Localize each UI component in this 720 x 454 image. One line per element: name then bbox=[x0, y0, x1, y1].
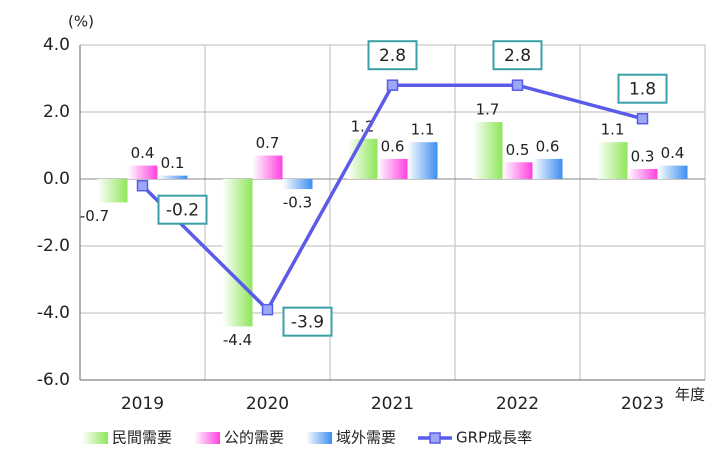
bar bbox=[127, 165, 158, 179]
bar bbox=[407, 142, 438, 179]
line-marker bbox=[136, 179, 149, 192]
bar bbox=[282, 179, 313, 190]
bar bbox=[157, 175, 188, 179]
y-tick-label: -6.0 bbox=[37, 370, 70, 390]
y-tick-label: -2.0 bbox=[37, 236, 70, 256]
bar-value-label: 0.6 bbox=[536, 137, 560, 155]
bar bbox=[597, 142, 628, 179]
bar bbox=[222, 179, 253, 327]
x-tick-label: 2019 bbox=[121, 394, 164, 414]
legend-label: 域外需要 bbox=[336, 429, 396, 447]
bar bbox=[502, 162, 533, 179]
x-tick-label: 2022 bbox=[496, 394, 539, 414]
bar-value-label: 0.5 bbox=[506, 141, 530, 159]
legend-label: GRP成長率 bbox=[456, 429, 532, 447]
line-marker bbox=[511, 79, 524, 91]
line-marker bbox=[636, 112, 649, 125]
line bbox=[141, 83, 643, 313]
y-unit: (%) bbox=[68, 13, 94, 31]
bar-value-label: -0.3 bbox=[283, 194, 312, 212]
bar bbox=[252, 155, 283, 179]
x-tick-label: 2021 bbox=[371, 394, 414, 414]
legend-label: 公的需要 bbox=[224, 429, 284, 447]
bar bbox=[97, 179, 128, 203]
bar-value-label: 1.7 bbox=[476, 101, 500, 119]
bar-value-label: -4.4 bbox=[223, 331, 252, 349]
bar-value-label: 0.4 bbox=[661, 144, 685, 162]
bar-value-label: 0.6 bbox=[381, 137, 405, 155]
y-tick-label: 4.0 bbox=[43, 35, 70, 55]
x-tick-label: 2023 bbox=[621, 394, 664, 414]
label-box bbox=[367, 40, 418, 71]
bar-value-label: 0.4 bbox=[131, 144, 155, 162]
line-value-label: -3.9 bbox=[291, 313, 324, 333]
y-tick-label: 0.0 bbox=[43, 169, 70, 189]
bar-value-label: 1.1 bbox=[601, 121, 625, 139]
legend-swatch bbox=[306, 432, 333, 444]
legend-label: 民間需要 bbox=[112, 429, 172, 447]
line-value-label: 2.8 bbox=[379, 46, 406, 66]
bar-value-label: 1.1 bbox=[411, 121, 435, 139]
line-value-label: 1.8 bbox=[629, 80, 656, 100]
x-tick-label: 2020 bbox=[246, 394, 289, 414]
bar bbox=[377, 158, 408, 179]
line-marker bbox=[386, 79, 399, 91]
label-box bbox=[157, 194, 208, 225]
bar bbox=[472, 122, 503, 179]
line-marker bbox=[261, 303, 274, 316]
bar-value-label: 0.1 bbox=[161, 154, 185, 172]
label-box bbox=[282, 306, 333, 337]
line-value-label: -0.2 bbox=[166, 201, 199, 221]
bar bbox=[627, 168, 658, 179]
bar bbox=[532, 158, 563, 179]
legend-swatch bbox=[429, 432, 441, 444]
y-tick-label: -4.0 bbox=[37, 303, 70, 323]
label-box bbox=[492, 40, 543, 71]
line-value-label: 2.8 bbox=[504, 46, 531, 66]
legend-swatch bbox=[194, 432, 221, 444]
legend-swatch bbox=[82, 432, 108, 444]
x-axis-label: 年度 bbox=[675, 386, 705, 404]
label-box bbox=[617, 73, 668, 104]
bar bbox=[657, 165, 688, 179]
bar-value-label: -0.7 bbox=[80, 207, 109, 225]
y-tick-label: 2.0 bbox=[43, 102, 70, 122]
bar-value-label: 0.3 bbox=[631, 147, 655, 165]
bar-value-label: 0.7 bbox=[256, 134, 280, 152]
